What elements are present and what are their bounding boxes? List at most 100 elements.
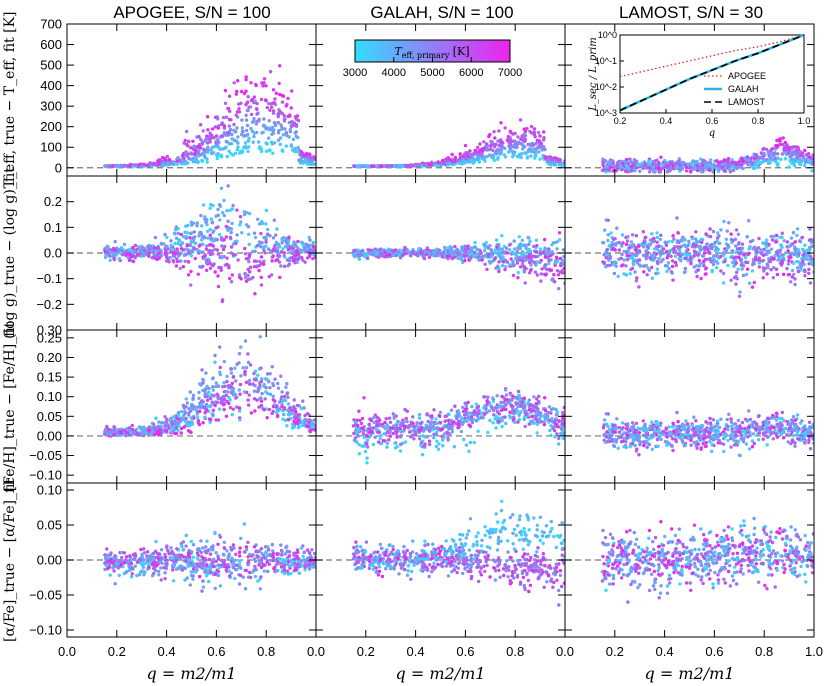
scatter-point [267,136,271,140]
scatter-point [672,250,676,255]
scatter-point [532,244,536,249]
scatter-point [267,148,272,152]
scatter-point [492,130,496,134]
scatter-point [147,254,151,258]
scatter-point [178,259,183,263]
scatter-point [167,162,171,166]
scatter-point [716,261,720,265]
scatter-point [620,244,624,248]
scatter-point [201,388,205,392]
scatter-point [508,145,512,150]
scatter-point [274,248,279,252]
scatter-point [176,428,180,433]
scatter-point [199,230,203,235]
scatter-point [645,273,649,277]
scatter-point [543,263,548,267]
scatter-point [747,219,751,223]
scatter-point [198,409,202,414]
scatter-point [741,273,746,278]
scatter-point [182,141,186,145]
scatter-point [547,259,551,263]
scatter-point [229,280,234,284]
scatter-point [156,430,160,434]
scatter-point [634,279,639,283]
scatter-point [786,151,791,156]
scatter-point [145,250,150,254]
scatter-point [230,132,234,137]
scatter-point [533,156,537,160]
scatter-point [230,207,234,211]
scatter-point [606,233,610,237]
scatter-point [302,406,306,410]
scatter-point [651,165,655,169]
scatter-point [208,233,212,237]
scatter-point [290,412,294,416]
scatter-point [428,249,433,253]
scatter-point [795,259,799,264]
scatter-point [695,264,699,268]
scatter-point [217,407,222,411]
scatter-point [800,256,804,261]
scatter-point [138,425,143,430]
scatter-point [222,131,226,135]
scatter-point [496,155,500,160]
scatter-point [164,253,169,257]
scatter-point [238,382,243,387]
scatter-point [645,166,650,170]
scatter-point [229,245,234,249]
scatter-point [130,250,135,255]
scatter-point [498,143,502,147]
scatter-point [244,274,249,278]
scatter-point [273,245,277,250]
scatter-point [231,137,235,141]
scatter-point [288,127,292,132]
scatter-point [425,246,430,250]
scatter-point [277,260,282,264]
scatter-point [706,243,710,247]
scatter-point [203,254,207,258]
scatter-point [214,381,218,385]
scatter-point [688,255,693,260]
scatter-point [184,397,188,401]
scatter-point [107,254,112,258]
scatter-point [761,159,766,163]
scatter-point [295,403,300,408]
scatter-point [664,249,669,254]
scatter-point [256,264,260,268]
scatter-point [529,253,533,257]
scatter-point [369,251,373,255]
scatter-point [213,403,217,408]
scatter-point [557,231,562,235]
scatter-point [528,271,532,275]
scatter-point [629,240,634,244]
scatter-point [269,273,274,277]
scatter-point [214,140,218,145]
scatter-point [683,256,688,261]
scatter-point [206,128,210,132]
scatter-point [189,269,193,274]
scatter-point [539,142,543,146]
scatter-point [189,416,193,420]
scatter-point [796,269,801,274]
scatter-point [547,261,551,266]
scatter-point [793,249,797,254]
scatter-point [628,256,633,260]
scatter-point [783,157,788,161]
scatter-point [701,166,705,171]
scatter-point [249,126,253,131]
scatter-point [694,240,699,244]
scatter-point [629,165,633,169]
scatter-point [189,283,193,287]
scatter-point [769,247,774,251]
scatter-point [159,424,163,428]
scatter-point [756,165,760,169]
scatter-point [195,221,199,225]
scatter-point [512,263,516,267]
scatter-point [657,244,661,248]
scatter-point [613,164,617,168]
scatter-point [671,278,675,282]
scatter-point [463,258,467,263]
scatter-point [163,415,167,419]
scatter-point [225,154,229,159]
scatter-point [702,160,706,164]
